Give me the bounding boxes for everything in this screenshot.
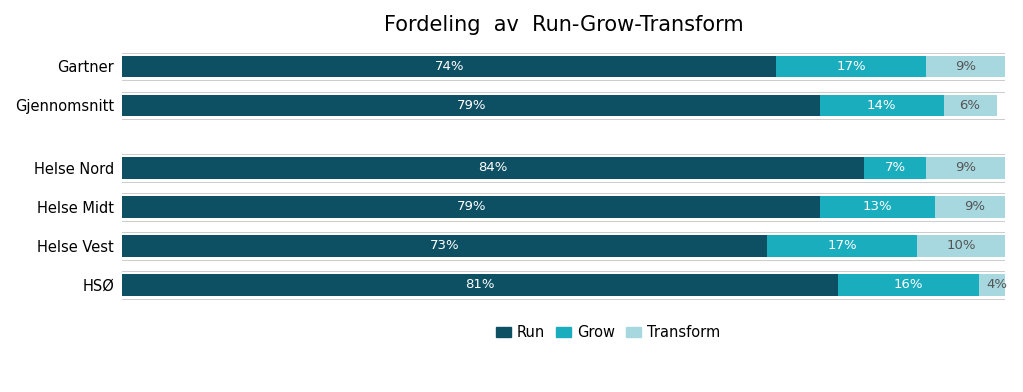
Text: 13%: 13% [862,200,892,213]
Text: 84%: 84% [479,162,508,174]
Bar [838,274,979,296]
Title: Fordeling  av  Run-Grow-Transform: Fordeling av Run-Grow-Transform [384,15,744,35]
Bar [943,94,996,116]
Bar [820,196,935,218]
Text: 9%: 9% [955,60,976,73]
Bar [123,56,775,77]
Bar [864,157,926,179]
Legend: Run, Grow, Transform: Run, Grow, Transform [490,319,726,346]
Bar [820,94,943,116]
Text: 74%: 74% [435,60,463,73]
Text: 9%: 9% [955,162,976,174]
Text: 79%: 79% [456,99,486,112]
Text: 79%: 79% [456,200,486,213]
Bar [123,157,864,179]
Text: 73%: 73% [430,240,459,252]
Text: 4%: 4% [986,278,1007,292]
Text: 17%: 17% [836,60,865,73]
Bar [767,235,918,257]
Text: 10%: 10% [946,240,976,252]
Bar [918,235,1006,257]
Bar [926,157,1006,179]
Bar [123,274,838,296]
Bar [775,56,926,77]
Text: 7%: 7% [885,162,905,174]
Bar [935,196,1014,218]
Text: 16%: 16% [893,278,923,292]
Bar [979,274,1014,296]
Text: 17%: 17% [828,240,857,252]
Text: 9%: 9% [964,200,985,213]
Text: 6%: 6% [960,99,981,112]
Bar [123,235,767,257]
Text: 14%: 14% [868,99,896,112]
Bar [123,196,820,218]
Text: 81%: 81% [465,278,495,292]
Bar [123,94,820,116]
Bar [926,56,1006,77]
